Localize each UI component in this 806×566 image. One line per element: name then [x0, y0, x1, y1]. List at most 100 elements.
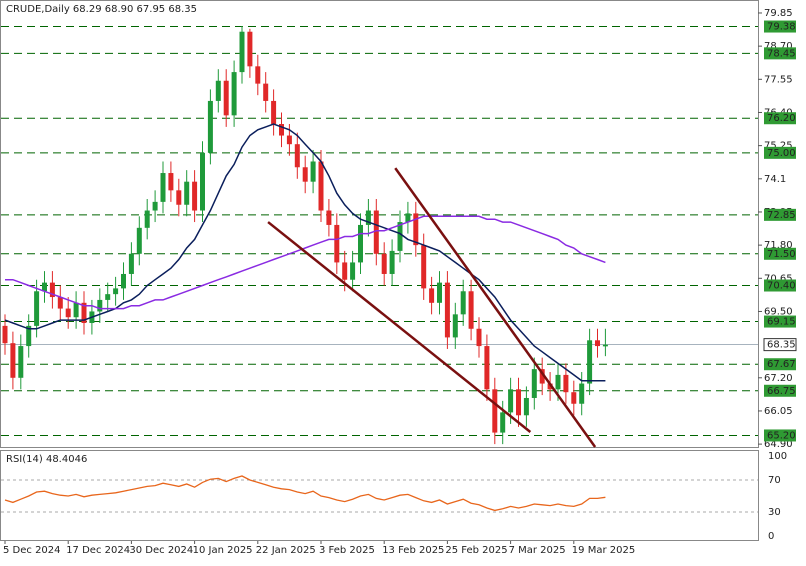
candle-body — [555, 374, 561, 390]
candle-body — [10, 343, 16, 378]
y-tick-label: 77.55 — [764, 74, 793, 85]
candle-body — [318, 161, 324, 211]
candle-body — [121, 273, 126, 289]
price-panel — [0, 0, 759, 448]
candle-body — [523, 397, 529, 416]
candle-body — [65, 308, 71, 318]
trendline — [267, 221, 532, 433]
chart-title: CRUDE,Daily 68.29 68.90 67.95 68.35 — [6, 4, 197, 15]
x-tick-label: 7 Mar 2025 — [509, 545, 566, 556]
candle-body — [97, 299, 103, 312]
candle-body — [18, 346, 24, 378]
rsi-tick-label: 30 — [768, 507, 781, 518]
rsi-panel — [0, 450, 759, 541]
candle-body — [381, 253, 387, 274]
level-label: 79.38 — [767, 22, 796, 33]
level-box — [764, 358, 796, 371]
candle-body — [215, 80, 221, 101]
candle-body — [263, 83, 269, 101]
candle-body — [223, 80, 229, 116]
candle-body — [136, 227, 142, 254]
level-box — [764, 47, 796, 60]
candle-body — [579, 383, 585, 404]
candle-body — [444, 282, 450, 338]
candle-body — [516, 389, 521, 416]
candle-body — [81, 302, 87, 323]
y-tick-label: 67.20 — [764, 373, 793, 384]
x-tick-label: 22 Jan 2025 — [256, 545, 316, 556]
level-label: 67.67 — [767, 359, 796, 370]
y-tick-label: 74.1 — [764, 174, 786, 185]
y-tick-label: 78.70 — [764, 41, 793, 52]
trendline — [394, 167, 597, 448]
candle-body — [358, 224, 363, 263]
level-label: 66.75 — [767, 386, 796, 397]
candle-body — [476, 328, 482, 347]
rsi-line — [4, 475, 606, 512]
candle-body — [2, 325, 8, 344]
x-tick-label: 30 Dec 2024 — [129, 545, 193, 556]
candle-body — [200, 152, 205, 211]
level-box — [764, 384, 796, 397]
candle-body — [334, 224, 340, 263]
candle-body — [373, 210, 379, 254]
candle-body — [563, 374, 569, 393]
candle-body — [468, 291, 474, 329]
y-tick-label: 66.05 — [764, 406, 793, 417]
level-box — [764, 315, 796, 328]
candle-body — [452, 314, 458, 338]
candle-body — [508, 389, 514, 413]
candle-body — [160, 173, 166, 202]
rsi-tick-label: 70 — [768, 475, 781, 486]
level-label: 76.20 — [767, 113, 796, 124]
candle-body — [168, 173, 174, 191]
candle-body — [231, 72, 237, 116]
candle-body — [128, 253, 134, 274]
rsi-tick-label: 100 — [768, 451, 787, 462]
candle-body — [294, 144, 300, 168]
x-tick-label: 17 Dec 2024 — [66, 545, 130, 556]
candle-body — [429, 288, 435, 303]
candle-body — [113, 288, 119, 295]
x-tick-label: 5 Dec 2024 — [3, 545, 61, 556]
y-tick-label: 69.50 — [764, 306, 793, 317]
candle-body — [326, 210, 332, 225]
level-label: 72.85 — [767, 210, 796, 221]
candle-body — [73, 302, 79, 318]
rsi-title: RSI(14) 48.4046 — [6, 454, 87, 465]
candle-body — [49, 282, 55, 298]
candle-body — [57, 297, 63, 309]
candle-body — [184, 181, 190, 205]
candle-body — [34, 291, 40, 326]
candle-body — [176, 190, 182, 205]
y-tick-label: 70.65 — [764, 273, 793, 284]
candle-body — [587, 340, 593, 384]
candle-body — [255, 66, 261, 84]
candle-body — [105, 294, 111, 300]
candle-body — [279, 124, 284, 136]
x-tick-label: 19 Mar 2025 — [572, 545, 635, 556]
rsi-tick-label: 0 — [768, 531, 774, 542]
candle-body — [42, 282, 47, 292]
level-label: 69.15 — [767, 317, 796, 328]
candle-body — [405, 213, 411, 223]
candle-body — [310, 161, 316, 182]
candle-body — [389, 250, 395, 274]
candle-body — [460, 291, 466, 315]
candle-body — [500, 412, 506, 433]
level-box — [764, 146, 796, 159]
level-box — [764, 429, 796, 442]
x-tick-label: 25 Feb 2025 — [445, 545, 507, 556]
candle-body — [492, 389, 498, 433]
level-label: 78.45 — [767, 48, 796, 59]
candle-body — [207, 100, 213, 153]
candle-body — [365, 210, 371, 225]
candle-body — [239, 31, 245, 73]
candle-body — [144, 210, 150, 228]
candle-body — [413, 213, 419, 246]
last-price-label: 68.35 — [767, 340, 796, 351]
y-tick-label: 64.90 — [764, 439, 793, 450]
level-box — [764, 20, 796, 33]
candle-body — [571, 392, 577, 404]
last-price-box — [763, 338, 797, 352]
